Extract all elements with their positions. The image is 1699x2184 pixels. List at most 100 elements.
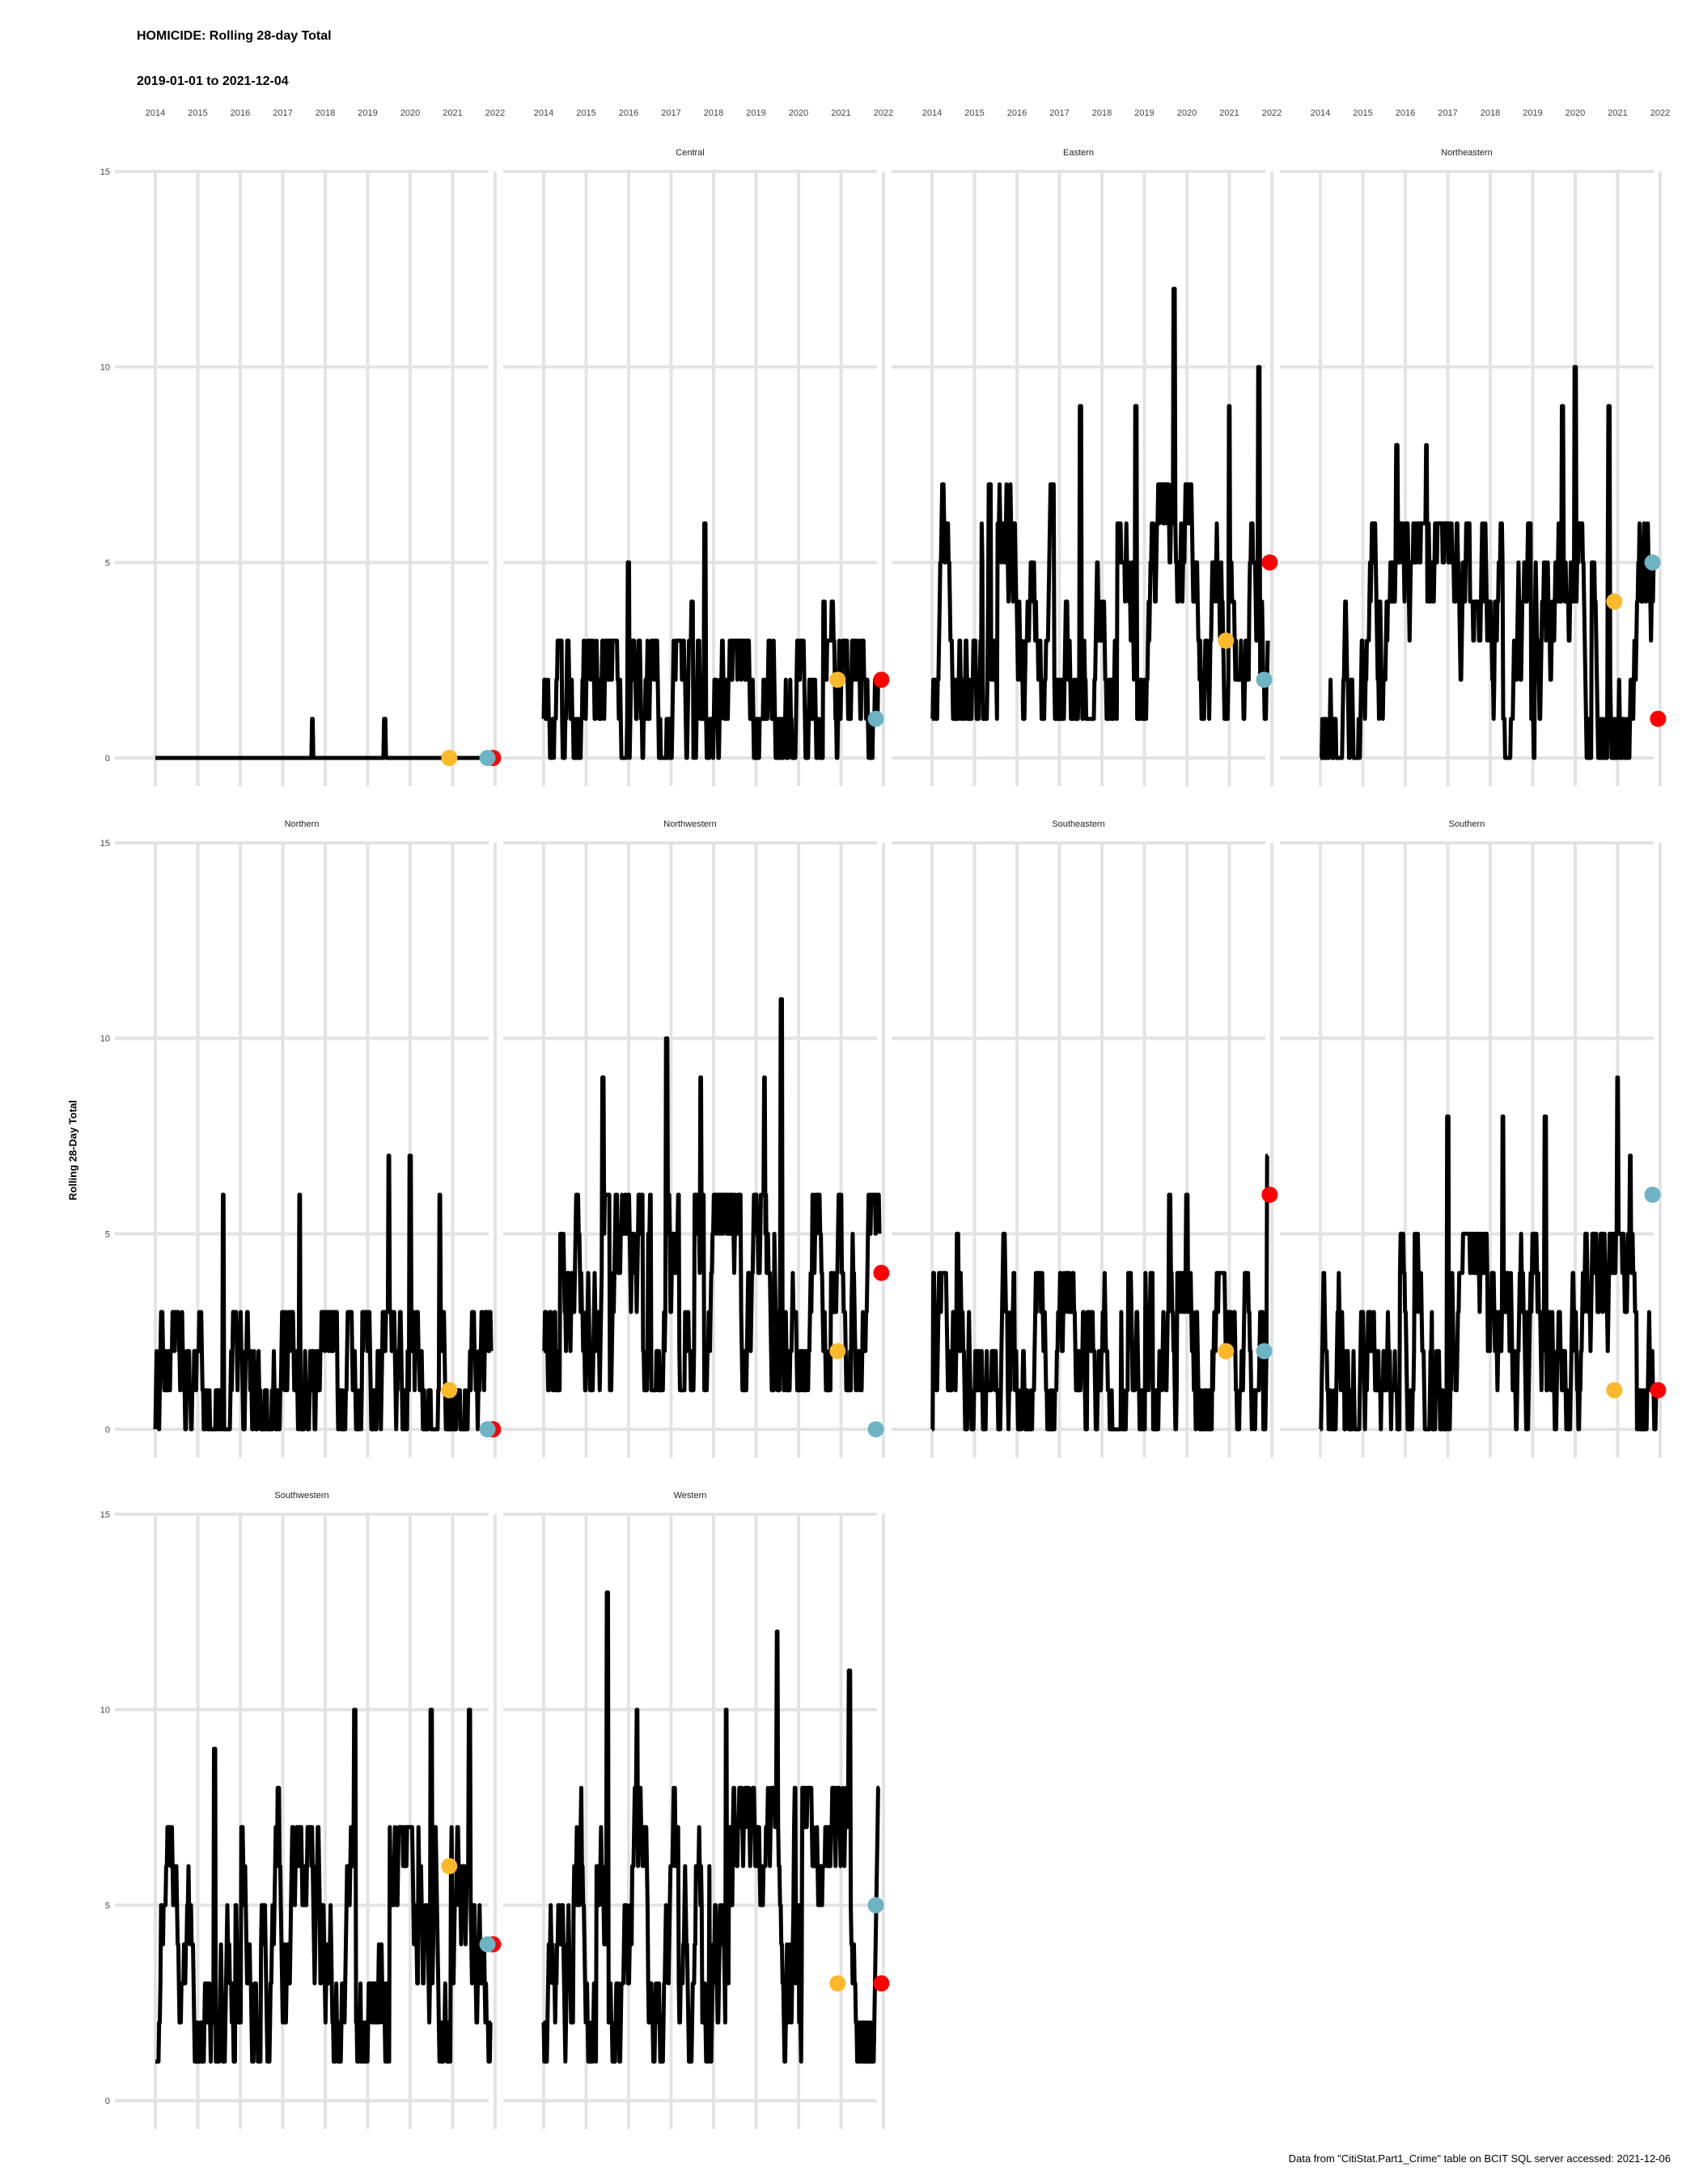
facet-panel: Western — [503, 1491, 890, 2129]
x-tick-label: 2021 — [1219, 108, 1239, 118]
marker-one-year-ago — [829, 1343, 846, 1360]
marker-current — [1644, 554, 1661, 571]
facet-strip-label: Central — [676, 148, 704, 158]
source-caption: Data from "CitiStat.Part1_Crime" table o… — [1288, 2152, 1671, 2165]
marker-latest — [873, 1264, 890, 1281]
y-tick-label: 15 — [100, 1510, 110, 1520]
x-tick-label: 2016 — [1396, 108, 1415, 118]
facet-strip-label: Northeastern — [1441, 148, 1493, 158]
series-line — [1319, 1075, 1659, 1432]
marker-current — [479, 1421, 496, 1437]
x-tick-label: 2022 — [1650, 108, 1670, 118]
x-tick-label: 2019 — [746, 108, 765, 118]
marker-current — [1644, 1187, 1661, 1203]
x-tick-label: 2018 — [316, 108, 335, 118]
facet-panel: 0 5 10 15 — [100, 167, 502, 786]
y-tick-label: 15 — [100, 839, 110, 849]
facet-panel: Southwestern 0 5 10 15 — [100, 1491, 502, 2129]
series-line — [930, 286, 1270, 722]
marker-one-year-ago — [441, 1858, 458, 1874]
facet-panel: Eastern — [892, 148, 1278, 786]
y-tick-label: 0 — [105, 1425, 110, 1435]
series-line — [1319, 365, 1658, 760]
x-tick-row: 2014 2015 2016 2017 2018 2019 2020 2021 2022 2014… — [146, 108, 1670, 118]
series-line — [153, 1153, 494, 1432]
marker-one-year-ago — [1606, 1382, 1623, 1399]
x-tick-label: 2022 — [874, 108, 893, 118]
y-tick-label: 5 — [105, 558, 110, 568]
marker-current — [867, 710, 884, 727]
x-tick-label: 2015 — [576, 108, 595, 118]
facet-strip-label: Southwestern — [274, 1491, 328, 1500]
marker-current — [867, 1897, 884, 1914]
facet-panel: Southern — [1280, 819, 1667, 1458]
x-tick-label: 2016 — [619, 108, 638, 118]
marker-latest — [873, 671, 890, 688]
y-tick-label: 10 — [100, 1706, 110, 1716]
x-tick-label: 2014 — [534, 108, 553, 118]
y-tick-label: 0 — [105, 754, 110, 764]
marker-latest — [1650, 1382, 1667, 1399]
x-tick-label: 2018 — [704, 108, 723, 118]
series-line — [154, 717, 493, 760]
y-tick-label: 15 — [100, 167, 110, 177]
x-tick-label: 2014 — [922, 108, 942, 118]
x-tick-label: 2017 — [1438, 108, 1457, 118]
x-tick-label: 2020 — [400, 108, 420, 118]
facet-panel: Northwestern — [503, 819, 890, 1458]
y-tick-label: 0 — [105, 2097, 110, 2106]
facet-panel: Southeastern — [892, 819, 1278, 1458]
marker-latest — [1261, 554, 1278, 571]
x-tick-label: 2022 — [485, 108, 505, 118]
x-tick-label: 2015 — [188, 108, 207, 118]
marker-current — [1256, 671, 1273, 688]
facet-strip-label: Northern — [285, 819, 320, 829]
x-tick-label: 2020 — [1177, 108, 1197, 118]
x-tick-label: 2015 — [964, 108, 984, 118]
marker-current — [867, 1421, 884, 1437]
x-tick-label: 2021 — [831, 108, 850, 118]
series-line — [541, 1590, 881, 2064]
series-line — [541, 521, 881, 760]
x-tick-label: 2016 — [1007, 108, 1027, 118]
y-tick-label: 10 — [100, 363, 110, 373]
y-tick-label: 5 — [105, 1230, 110, 1239]
marker-one-year-ago — [1218, 1343, 1235, 1360]
facet-strip-label: Western — [674, 1491, 707, 1500]
marker-one-year-ago — [829, 1975, 846, 1991]
x-tick-label: 2021 — [443, 108, 462, 118]
y-tick-label: 5 — [105, 1901, 110, 1911]
chart-title: HOMICIDE: Rolling 28-day Total — [137, 29, 332, 43]
marker-latest — [1261, 1187, 1278, 1203]
marker-latest — [873, 1975, 890, 1991]
x-tick-label: 2020 — [789, 108, 808, 118]
facet-panel: Northeastern — [1280, 148, 1667, 786]
x-tick-label: 2019 — [1523, 108, 1542, 118]
facet-strip-label: Eastern — [1063, 148, 1094, 158]
facet-strip-label: Northwestern — [663, 819, 716, 829]
x-tick-label: 2015 — [1353, 108, 1372, 118]
marker-one-year-ago — [441, 1382, 458, 1399]
x-tick-label: 2022 — [1262, 108, 1282, 118]
series-line — [930, 1153, 1269, 1432]
x-tick-label: 2021 — [1608, 108, 1627, 118]
x-tick-label: 2017 — [1049, 108, 1069, 118]
marker-one-year-ago — [1606, 593, 1623, 610]
marker-current — [479, 1936, 496, 1953]
marker-one-year-ago — [829, 671, 846, 688]
x-tick-label: 2017 — [273, 108, 292, 118]
y-tick-label: 10 — [100, 1035, 110, 1044]
marker-one-year-ago — [441, 750, 458, 766]
x-tick-label: 2019 — [1134, 108, 1154, 118]
facet-strip-label: Southeastern — [1052, 819, 1104, 829]
series-line — [542, 997, 882, 1393]
series-line — [154, 1708, 493, 2064]
x-tick-label: 2016 — [231, 108, 250, 118]
marker-current — [479, 750, 496, 766]
x-tick-label: 2017 — [661, 108, 680, 118]
marker-one-year-ago — [1218, 633, 1235, 649]
x-tick-label: 2018 — [1481, 108, 1500, 118]
marker-current — [1256, 1343, 1273, 1360]
marker-latest — [1650, 710, 1667, 727]
